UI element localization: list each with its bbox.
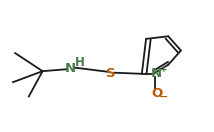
Text: S: S (106, 67, 116, 80)
Text: +: + (160, 65, 167, 74)
Text: O: O (151, 87, 162, 100)
Text: N: N (64, 62, 76, 75)
Text: N: N (151, 67, 162, 80)
Text: H: H (75, 56, 85, 69)
Text: −: − (159, 91, 168, 101)
